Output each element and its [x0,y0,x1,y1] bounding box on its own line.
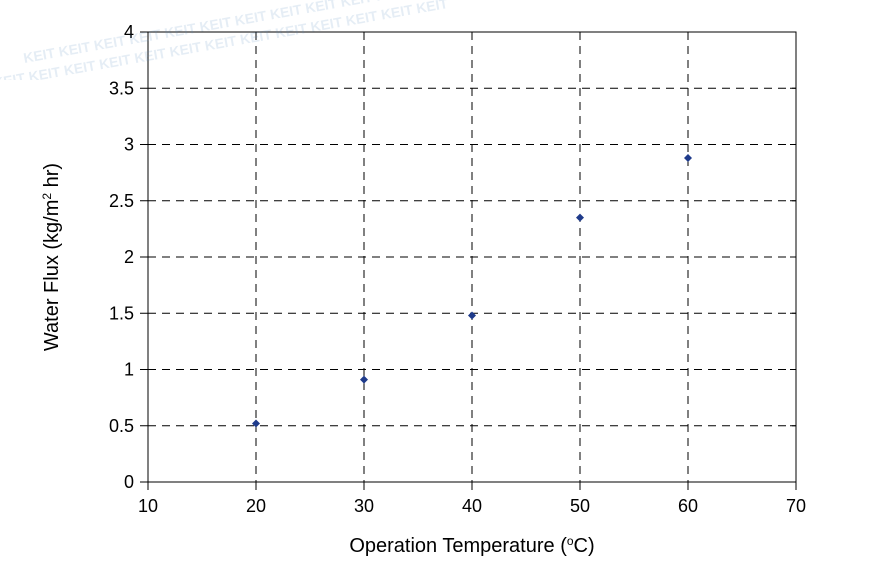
svg-text:0.5: 0.5 [109,416,134,436]
svg-text:2.5: 2.5 [109,191,134,211]
scatter-chart: 10 20 30 40 50 60 70 0 0.5 1 1.5 2 2.5 3 3.5 4 Operatio… [0,0,874,585]
svg-text:3: 3 [124,135,134,155]
svg-text:0: 0 [124,472,134,492]
svg-text:1: 1 [124,360,134,380]
chart-container: KEIT KEIT KEIT KEIT KEIT KEIT KEIT KEIT … [0,0,874,585]
data-point [360,376,368,384]
svg-text:10: 10 [138,496,158,516]
tick-labels: 10 20 30 40 50 60 70 0 0.5 1 1.5 2 2.5 3 3.5 4 [109,22,806,516]
svg-text:70: 70 [786,496,806,516]
grid [148,32,796,482]
data-point [684,154,692,162]
svg-text:60: 60 [678,496,698,516]
svg-text:2: 2 [124,247,134,267]
svg-text:4: 4 [124,22,134,42]
data-point [468,312,476,320]
svg-text:30: 30 [354,496,374,516]
svg-text:3.5: 3.5 [109,78,134,98]
svg-text:40: 40 [462,496,482,516]
data-point [576,214,584,222]
svg-text:20: 20 [246,496,266,516]
svg-text:1.5: 1.5 [109,303,134,323]
x-axis-title: Operation Temperature (oC) [349,534,594,557]
data-point [252,420,260,428]
svg-text:50: 50 [570,496,590,516]
y-axis-title: Water Flux (kg/m2 hr) [40,163,63,351]
ticks [140,32,796,490]
